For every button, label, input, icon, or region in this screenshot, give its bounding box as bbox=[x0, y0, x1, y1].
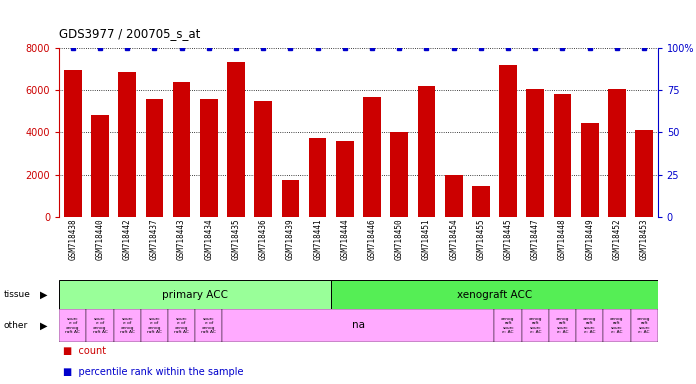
Text: GSM718450: GSM718450 bbox=[395, 219, 404, 260]
Bar bbox=[282, 180, 299, 217]
Bar bbox=[526, 89, 544, 217]
Bar bbox=[145, 99, 164, 217]
Bar bbox=[549, 309, 576, 342]
Text: other: other bbox=[3, 321, 28, 330]
Text: GSM718441: GSM718441 bbox=[313, 219, 322, 260]
Bar bbox=[200, 99, 218, 217]
Bar bbox=[254, 101, 272, 217]
Bar bbox=[418, 86, 435, 217]
Text: xenog
raft
sourc
e: AC: xenog raft sourc e: AC bbox=[638, 316, 651, 334]
Bar bbox=[59, 280, 331, 309]
Bar bbox=[499, 65, 517, 217]
Bar bbox=[173, 82, 191, 217]
Text: GSM718451: GSM718451 bbox=[422, 219, 431, 260]
Bar bbox=[390, 132, 408, 217]
Text: sourc
e of
xenog
raft AC: sourc e of xenog raft AC bbox=[201, 316, 216, 334]
Text: GSM718455: GSM718455 bbox=[476, 219, 485, 260]
Text: ▶: ▶ bbox=[40, 290, 47, 300]
Bar bbox=[603, 309, 631, 342]
Text: sourc
e of
xenog
raft AC: sourc e of xenog raft AC bbox=[93, 316, 107, 334]
Bar bbox=[223, 309, 494, 342]
Text: ■  percentile rank within the sample: ■ percentile rank within the sample bbox=[63, 367, 243, 377]
Text: GSM718447: GSM718447 bbox=[531, 219, 540, 260]
Bar bbox=[91, 114, 109, 217]
Bar bbox=[631, 309, 658, 342]
Text: GSM718440: GSM718440 bbox=[95, 219, 104, 260]
Bar bbox=[336, 141, 354, 217]
Text: sourc
e of
xenog
raft AC: sourc e of xenog raft AC bbox=[120, 316, 134, 334]
Text: GSM718437: GSM718437 bbox=[150, 219, 159, 260]
Text: GSM718453: GSM718453 bbox=[640, 219, 649, 260]
Bar bbox=[363, 97, 381, 217]
Text: xenog
raft
sourc
e: AC: xenog raft sourc e: AC bbox=[583, 316, 596, 334]
Text: GSM718443: GSM718443 bbox=[177, 219, 186, 260]
Text: GSM718445: GSM718445 bbox=[504, 219, 512, 260]
Bar bbox=[195, 309, 223, 342]
Bar bbox=[59, 309, 86, 342]
Text: GSM718435: GSM718435 bbox=[232, 219, 241, 260]
Text: na: na bbox=[352, 320, 365, 331]
Bar bbox=[227, 62, 245, 217]
Bar bbox=[576, 309, 603, 342]
Text: sourc
e of
xenog
raft AC: sourc e of xenog raft AC bbox=[147, 316, 162, 334]
Bar bbox=[331, 280, 658, 309]
Text: GSM718449: GSM718449 bbox=[585, 219, 594, 260]
Bar bbox=[472, 186, 490, 217]
Text: ■  count: ■ count bbox=[63, 346, 106, 356]
Bar bbox=[86, 309, 113, 342]
Text: tissue: tissue bbox=[3, 290, 31, 299]
Text: xenog
raft
sourc
e: AC: xenog raft sourc e: AC bbox=[610, 316, 624, 334]
Text: primary ACC: primary ACC bbox=[162, 290, 228, 300]
Text: ▶: ▶ bbox=[40, 320, 47, 331]
Bar bbox=[168, 309, 195, 342]
Bar bbox=[113, 309, 141, 342]
Text: xenog
raft
sourc
e: AC: xenog raft sourc e: AC bbox=[501, 316, 515, 334]
Text: GSM718442: GSM718442 bbox=[122, 219, 132, 260]
Bar bbox=[118, 72, 136, 217]
Bar bbox=[581, 123, 599, 217]
Bar bbox=[553, 94, 571, 217]
Bar bbox=[635, 131, 653, 217]
Text: sourc
e of
xenog
raft AC: sourc e of xenog raft AC bbox=[65, 316, 80, 334]
Text: GSM718439: GSM718439 bbox=[286, 219, 295, 260]
Bar bbox=[445, 175, 463, 217]
Text: GSM718436: GSM718436 bbox=[259, 219, 268, 260]
Text: GSM718444: GSM718444 bbox=[340, 219, 349, 260]
Text: GSM718452: GSM718452 bbox=[612, 219, 622, 260]
Bar bbox=[522, 309, 549, 342]
Text: GSM718438: GSM718438 bbox=[68, 219, 77, 260]
Bar bbox=[494, 309, 522, 342]
Bar bbox=[309, 138, 326, 217]
Text: GSM718434: GSM718434 bbox=[205, 219, 213, 260]
Text: xenog
raft
sourc
e: AC: xenog raft sourc e: AC bbox=[528, 316, 542, 334]
Text: GSM718454: GSM718454 bbox=[449, 219, 458, 260]
Text: xenog
raft
sourc
e: AC: xenog raft sourc e: AC bbox=[555, 316, 569, 334]
Text: sourc
e of
xenog
raft AC: sourc e of xenog raft AC bbox=[174, 316, 189, 334]
Bar bbox=[608, 89, 626, 217]
Text: GSM718446: GSM718446 bbox=[367, 219, 377, 260]
Bar bbox=[64, 70, 81, 217]
Text: GDS3977 / 200705_s_at: GDS3977 / 200705_s_at bbox=[59, 27, 200, 40]
Text: GSM718448: GSM718448 bbox=[558, 219, 567, 260]
Text: xenograft ACC: xenograft ACC bbox=[457, 290, 532, 300]
Bar bbox=[141, 309, 168, 342]
